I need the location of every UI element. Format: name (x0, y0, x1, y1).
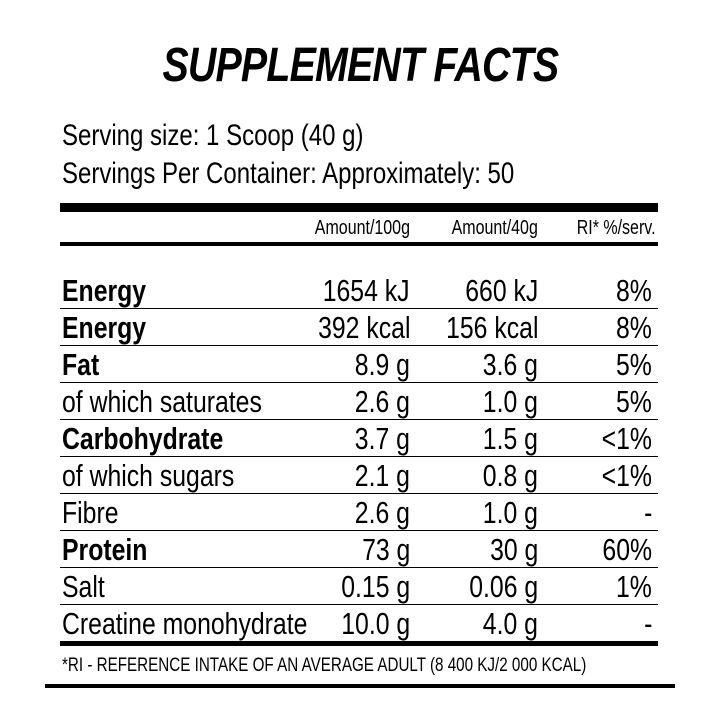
header-amount-100g: Amount/100g (314, 217, 410, 239)
amount-per-40g: 3.6 g (482, 347, 538, 382)
nutrient-label: of which sugars (62, 458, 235, 493)
amount-per-100g: 3.7 g (354, 421, 410, 456)
amount-per-40g: 0.8 g (482, 458, 538, 493)
ri-percent: - (643, 495, 652, 530)
amount-per-40g: 0.06 g (469, 569, 538, 604)
amount-per-100g: 10.0 g (341, 606, 410, 641)
table-row: Energy 392 kcal 156 kcal 8% (60, 309, 658, 346)
ri-percent: <1% (601, 421, 652, 456)
table-row: Fibre 2.6 g 1.0 g - (60, 494, 658, 531)
amount-per-40g: 1.5 g (482, 421, 538, 456)
amount-per-100g: 392 kcal (317, 310, 410, 345)
nutrient-label: Energy (62, 310, 147, 345)
ri-percent: 1% (616, 569, 652, 604)
bottom-divider (45, 684, 675, 688)
amount-per-40g: 1.0 g (482, 495, 538, 530)
ri-percent: 5% (616, 384, 652, 419)
nutrient-label: Salt (62, 569, 105, 604)
header-ri-percent: RI* %/serv. (577, 217, 656, 239)
nutrient-label: Creatine monohydrate (62, 606, 308, 641)
ri-percent: 8% (616, 310, 652, 345)
table-row: Protein 73 g 30 g 60% (60, 531, 658, 568)
table-row: Carbohydrate 3.7 g 1.5 g <1% (60, 420, 658, 457)
footnote: *RI - REFERENCE INTAKE OF AN AVERAGE ADU… (62, 655, 587, 676)
table-row: Salt 0.15 g 0.06 g 1% (60, 568, 658, 605)
amount-per-100g: 1654 kJ (323, 273, 410, 308)
ri-percent: 8% (616, 273, 652, 308)
ri-percent: - (643, 606, 652, 641)
ri-percent: 60% (602, 532, 652, 567)
nutrient-label: of which saturates (62, 384, 262, 419)
table-row: Creatine monohydrate 10.0 g 4.0 g - (60, 605, 658, 646)
nutrient-label: Protein (62, 532, 148, 567)
nutrient-label: Fat (62, 347, 100, 382)
amount-per-100g: 8.9 g (354, 347, 410, 382)
amount-per-100g: 2.1 g (354, 458, 410, 493)
title-text: SUPPLEMENT FACTS (162, 39, 559, 92)
amount-per-100g: 2.6 g (354, 495, 410, 530)
servings-per-container-text: Servings Per Container: Approximately: 5… (62, 157, 515, 190)
serving-size: Serving size: 1 Scoop (40 g) (62, 118, 439, 154)
ri-percent: <1% (601, 458, 652, 493)
amount-per-40g: 1.0 g (482, 384, 538, 419)
amount-per-40g: 156 kcal (445, 310, 538, 345)
table-row: Fat 8.9 g 3.6 g 5% (60, 346, 658, 383)
nutrient-label: Fibre (62, 495, 119, 530)
ri-percent: 5% (616, 347, 652, 382)
top-thick-divider (60, 203, 658, 212)
nutrient-label: Carbohydrate (62, 421, 224, 456)
amount-per-100g: 73 g (361, 532, 410, 567)
page-title: SUPPLEMENT FACTS (0, 38, 720, 93)
amount-per-40g: 30 g (489, 532, 538, 567)
servings-per-container: Servings Per Container: Approximately: 5… (62, 156, 627, 192)
serving-size-text: Serving size: 1 Scoop (40 g) (62, 119, 364, 152)
amount-per-40g: 4.0 g (482, 606, 538, 641)
table-row: Energy 1654 kJ 660 kJ 8% (60, 272, 658, 309)
amount-per-100g: 2.6 g (354, 384, 410, 419)
header-divider (60, 242, 658, 246)
table-row: of which sugars 2.1 g 0.8 g <1% (60, 457, 658, 494)
amount-per-100g: 0.15 g (341, 569, 410, 604)
table-row: of which saturates 2.6 g 1.0 g 5% (60, 383, 658, 420)
header-amount-40g: Amount/40g (451, 217, 538, 239)
nutrient-label: Energy (62, 273, 147, 308)
amount-per-40g: 660 kJ (464, 273, 538, 308)
